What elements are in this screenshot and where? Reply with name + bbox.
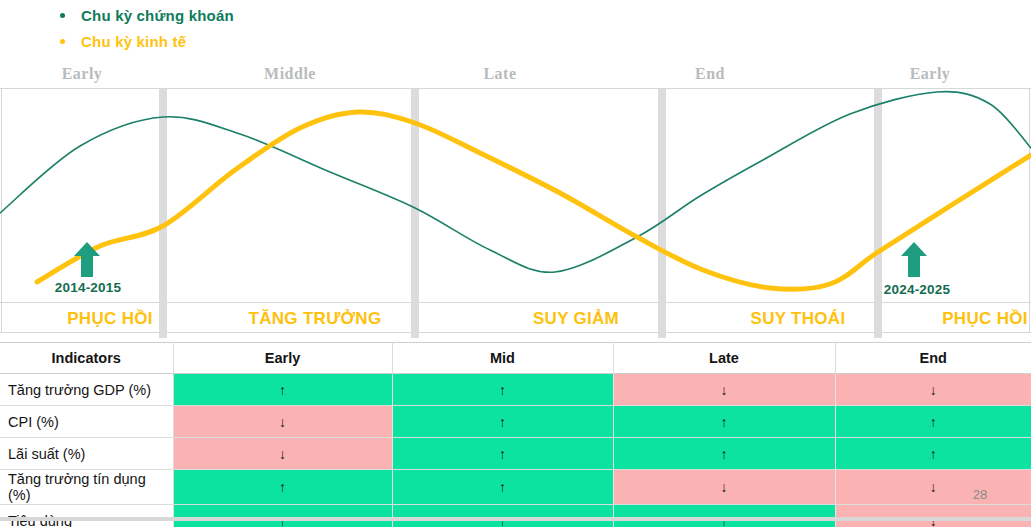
indicator-cell-down: ↓: [835, 505, 1031, 527]
indicator-label: Tiêu dùng: [0, 505, 173, 527]
table-row-4: Tiêu dùng↑↑↑↓: [0, 505, 1031, 527]
indicator-cell-down: ↓: [173, 438, 392, 470]
stage-label-late-2: Late: [430, 65, 570, 83]
indicator-cell-up: ↑: [613, 505, 835, 527]
indicator-cell-up: ↑: [173, 470, 392, 505]
table-header-late: Late: [613, 343, 835, 374]
legend-item-stock-cycle: Chu kỳ chứng khoán: [60, 7, 234, 24]
phase-label-4: PHỤC HỒI: [865, 306, 1031, 332]
indicators-table: IndicatorsEarlyMidLateEnd Tăng trưởng GD…: [0, 342, 1031, 527]
legend-label-economic-cycle: Chu kỳ kinh tế: [81, 33, 186, 50]
indicator-cell-up: ↑: [613, 438, 835, 470]
table-header-row: IndicatorsEarlyMidLateEnd: [0, 343, 1031, 374]
year-label-2024-2025: 2024-2025: [862, 282, 972, 297]
stage-label-early-0: Early: [12, 65, 152, 83]
indicator-cell-up: ↑: [392, 470, 613, 505]
stage-label-end-3: End: [640, 65, 780, 83]
legend-label-stock-cycle: Chu kỳ chứng khoán: [81, 7, 234, 24]
indicator-cell-up: ↑: [173, 374, 392, 406]
indicator-label: Tăng trưởng GDP (%): [0, 374, 173, 406]
indicator-cell-up: ↑: [392, 406, 613, 438]
indicator-cell-up: ↑: [392, 438, 613, 470]
slide: Chu kỳ chứng khoán Chu kỳ kinh tế EarlyM…: [0, 0, 1031, 527]
table-header-end: End: [835, 343, 1031, 374]
stage-label-middle-1: Middle: [220, 65, 360, 83]
table-header-indicators: Indicators: [0, 343, 173, 374]
year-label-2014-2015: 2014-2015: [33, 280, 143, 295]
phase-divider-bars: [159, 89, 882, 338]
stage-label-early-4: Early: [860, 65, 1000, 83]
indicator-cell-up: ↑: [392, 374, 613, 406]
indicator-cell-down: ↓: [613, 470, 835, 505]
cycle-chart: [0, 88, 1031, 338]
indicator-label: Tăng trưởng tín dụng (%): [0, 470, 173, 505]
phase-label-2: SUY GIẢM: [456, 306, 696, 332]
table-header-mid: Mid: [392, 343, 613, 374]
indicator-cell-down: ↓: [835, 470, 1031, 505]
indicator-cell-up: ↑: [613, 406, 835, 438]
indicator-cell-up: ↑: [835, 438, 1031, 470]
page-number: 28: [960, 487, 1000, 502]
legend-item-economic-cycle: Chu kỳ kinh tế: [60, 33, 186, 50]
indicator-cell-up: ↑: [173, 505, 392, 527]
legend-bullet-economic-cycle-icon: [60, 39, 65, 44]
indicator-cell-down: ↓: [613, 374, 835, 406]
table-header-early: Early: [173, 343, 392, 374]
indicator-cell-down: ↓: [835, 374, 1031, 406]
table-row-3: Tăng trưởng tín dụng (%)↑↑↓↓: [0, 470, 1031, 505]
legend-bullet-stock-cycle-icon: [60, 13, 65, 18]
table-row-1: CPI (%)↓↑↑↑: [0, 406, 1031, 438]
indicator-label: CPI (%): [0, 406, 173, 438]
indicator-cell-up: ↑: [835, 406, 1031, 438]
table-row-2: Lãi suất (%)↓↑↑↑: [0, 438, 1031, 470]
phase-label-1: TĂNG TRƯỞNG: [195, 306, 435, 332]
indicator-label: Lãi suất (%): [0, 438, 173, 470]
bottom-divider: [0, 517, 1031, 521]
table-row-0: Tăng trưởng GDP (%)↑↑↓↓: [0, 374, 1031, 406]
indicator-cell-down: ↓: [173, 406, 392, 438]
indicator-cell-up: ↑: [392, 505, 613, 527]
